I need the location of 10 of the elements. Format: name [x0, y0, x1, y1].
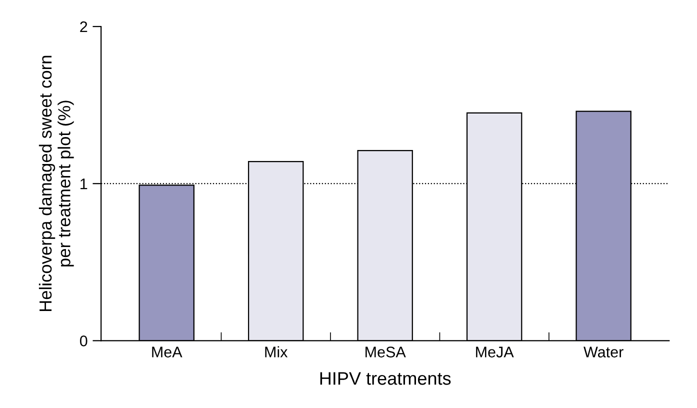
y-tick-label: 1 — [80, 178, 88, 190]
x-tick-label: Water — [584, 346, 624, 358]
y-tick-label: 2 — [80, 21, 88, 32]
y-axis-title: Helicoverpa damaged sweet corn per treatment plot (%) — [38, 56, 74, 311]
x-tick-label: MeA — [152, 346, 182, 358]
y-tick-label: 0 — [80, 336, 88, 346]
x-tick-label: Mix — [265, 346, 288, 358]
x-tick-label: MeJA — [476, 346, 514, 358]
x-tick-label: MeSA — [366, 346, 406, 358]
x-axis-title: HIPV treatments — [320, 372, 451, 385]
